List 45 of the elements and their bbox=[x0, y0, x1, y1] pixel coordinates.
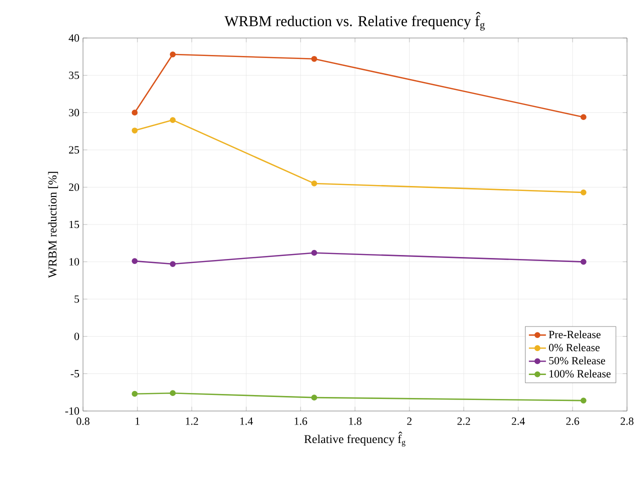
point bbox=[170, 390, 176, 396]
x-tick-label: 2.6 bbox=[566, 418, 580, 425]
x-tick-label: 2.8 bbox=[620, 418, 634, 425]
point bbox=[311, 394, 318, 401]
x-tick-label: 1 bbox=[136, 418, 140, 425]
point bbox=[132, 128, 138, 134]
point bbox=[311, 56, 318, 62]
y-tick-label: 30 bbox=[69, 108, 80, 116]
x-tick-label: 1.2 bbox=[186, 418, 198, 425]
y-tick-label: 0 bbox=[74, 332, 80, 340]
x-tick-label: 1.6 bbox=[294, 418, 308, 425]
point bbox=[170, 51, 176, 58]
point bbox=[580, 258, 586, 265]
y-axis-title: WRBM reduction [%] bbox=[48, 172, 58, 278]
x-axis-title: Relative frequency f̂$_{g}$ bbox=[304, 432, 406, 447]
y-tick-label: 20 bbox=[69, 184, 80, 191]
x-tick-label: 1.8 bbox=[349, 418, 362, 425]
point bbox=[311, 180, 318, 186]
y-tick-label: -10 bbox=[65, 407, 80, 415]
legend-label: 50% Release bbox=[549, 356, 606, 364]
legend-label: 0% Release bbox=[548, 344, 600, 352]
y-tick-label: 10 bbox=[69, 258, 80, 266]
x-tick-label: 0.8 bbox=[76, 418, 90, 425]
point bbox=[580, 114, 586, 120]
point bbox=[580, 398, 586, 404]
y-tick-label: 40 bbox=[68, 34, 80, 42]
y-tick-label: 5 bbox=[74, 295, 80, 303]
point bbox=[580, 189, 586, 196]
y-tick-label: -5 bbox=[70, 370, 80, 378]
x-tick-label: 2 bbox=[407, 418, 412, 425]
point bbox=[311, 250, 318, 256]
point bbox=[132, 390, 138, 397]
y-tick-label: 15 bbox=[69, 220, 80, 228]
y-tick-label: 25 bbox=[69, 146, 80, 154]
point bbox=[132, 110, 138, 116]
point bbox=[170, 261, 176, 267]
y-tick-label: 35 bbox=[69, 72, 80, 79]
chart-title: WRBM reduction vs. Relative frequency f̂$_{g}$ bbox=[224, 12, 485, 30]
x-tick-label: 2.4 bbox=[512, 418, 525, 425]
legend-label: 100% Release bbox=[550, 370, 611, 378]
x-tick-label: 2.2 bbox=[457, 418, 470, 425]
point bbox=[132, 258, 138, 264]
x-tick-label: 1.4 bbox=[240, 418, 253, 425]
legend-label: Pre-Release bbox=[548, 330, 601, 338]
point bbox=[170, 117, 176, 123]
